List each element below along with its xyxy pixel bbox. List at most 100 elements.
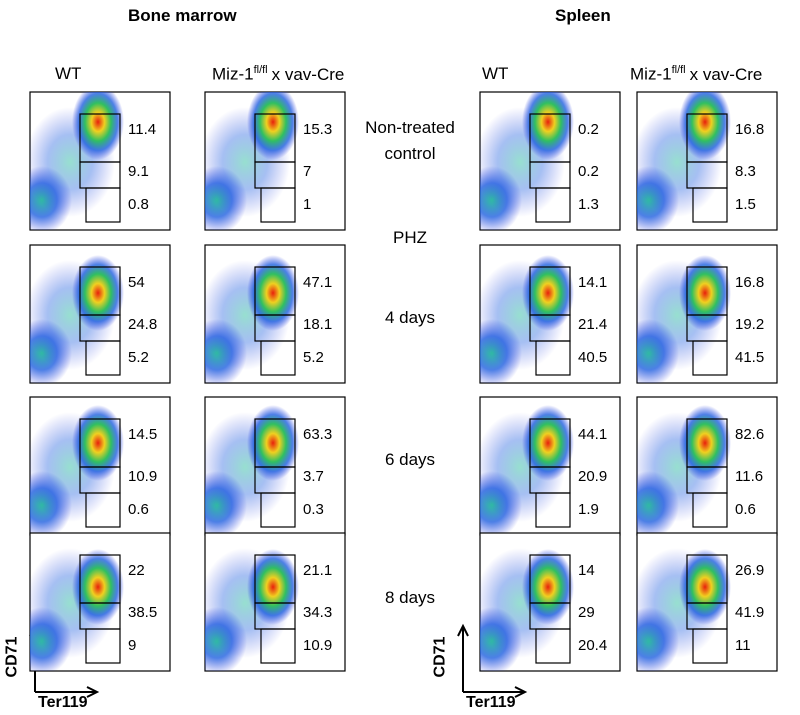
row-label: 8 days <box>384 588 436 607</box>
density-blob <box>522 405 574 481</box>
gate-percentage: 1.9 <box>578 501 599 518</box>
gate-percentage: 15.3 <box>303 121 332 138</box>
flow-panel: 22 38.5 9 <box>29 532 171 672</box>
gate-percentage: 21.4 <box>578 316 607 333</box>
gate-percentage: 8.3 <box>735 163 756 180</box>
gate-percentage: 63.3 <box>303 426 332 443</box>
gate-percentage: 22 <box>128 562 145 579</box>
group-label: PHZ <box>393 228 427 247</box>
y-axis-label: CD71 <box>3 636 21 678</box>
section-title: Bone marrow <box>128 6 237 25</box>
flow-panel: 14.1 21.4 40.5 <box>479 244 621 384</box>
gate-percentage: 24.8 <box>128 316 157 333</box>
flow-panel: 54 24.8 5.2 <box>29 244 171 384</box>
gate-percentage: 82.6 <box>735 426 764 443</box>
density-blob <box>247 255 299 331</box>
gate <box>535 628 571 664</box>
gate-percentage: 11 <box>735 637 751 654</box>
gate-percentage: 5.2 <box>128 349 149 366</box>
density <box>637 92 731 230</box>
gate-percentage: 10.9 <box>128 468 157 485</box>
gate <box>85 492 121 528</box>
density <box>637 405 731 535</box>
header-suffix: x vav-Cre <box>689 64 763 84</box>
density <box>205 255 299 383</box>
column-header: WT <box>55 64 82 83</box>
flow-panel: 0.2 0.2 1.3 <box>479 91 621 231</box>
row-label: Non-treated control <box>365 118 455 163</box>
density <box>637 255 731 383</box>
gate-percentage: 41.5 <box>735 349 764 366</box>
gate <box>85 187 121 223</box>
gate <box>692 492 728 528</box>
density-blob <box>72 549 124 625</box>
gate-percentage: 26.9 <box>735 562 764 579</box>
flow-panel: 11.4 9.1 0.8 <box>29 91 171 231</box>
gate-percentage: 14.5 <box>128 426 157 443</box>
gate-percentage: 21.1 <box>303 562 332 579</box>
flow-panel: 14 29 20.4 <box>479 532 621 672</box>
flow-panel: 63.3 3.7 0.3 <box>204 396 346 536</box>
gate-percentage: 47.1 <box>303 274 332 291</box>
gate <box>85 340 121 376</box>
column-header: WT <box>482 64 509 83</box>
column-header: Miz-1fl/fl x vav-Cre <box>630 64 762 85</box>
gate-percentage: 16.8 <box>735 274 764 291</box>
gate-percentage: 14.1 <box>578 274 607 291</box>
x-axis-label: Ter119 <box>466 694 516 711</box>
gate <box>535 492 571 528</box>
gate-percentage: 18.1 <box>303 316 332 333</box>
flow-panel: 15.3 7 1 <box>204 91 346 231</box>
gate-percentage: 1.5 <box>735 196 756 213</box>
density-blob <box>679 405 731 481</box>
density <box>30 405 124 535</box>
density-blob <box>72 405 124 481</box>
x-axis-label: Ter119 <box>38 694 88 711</box>
flow-panel: 26.9 41.9 11 <box>636 532 778 672</box>
density <box>205 405 299 535</box>
density-blob <box>522 255 574 331</box>
header-text: Miz-1 <box>630 64 672 84</box>
density-blob <box>522 92 574 160</box>
gate <box>260 628 296 664</box>
gate-percentage: 9 <box>128 637 136 654</box>
density <box>30 548 124 671</box>
gate-percentage: 20.4 <box>578 637 607 654</box>
flow-panel: 21.1 34.3 10.9 <box>204 532 346 672</box>
gate-percentage: 5.2 <box>303 349 324 366</box>
gate-percentage: 41.9 <box>735 604 764 621</box>
gate-percentage: 0.6 <box>128 501 149 518</box>
flow-panel: 47.1 18.1 5.2 <box>204 244 346 384</box>
density-blob <box>247 549 299 625</box>
density-blob <box>679 255 731 331</box>
gate-percentage: 44.1 <box>578 426 607 443</box>
gate-percentage: 7 <box>303 163 311 180</box>
gate-percentage: 29 <box>578 604 595 621</box>
gate-percentage: 54 <box>128 274 145 291</box>
gate-percentage: 0.2 <box>578 121 599 138</box>
gate-percentage: 19.2 <box>735 316 764 333</box>
row-label: 6 days <box>384 450 436 469</box>
gate-percentage: 9.1 <box>128 163 149 180</box>
gate <box>260 340 296 376</box>
section-title: Spleen <box>555 6 611 25</box>
gate-percentage: 10.9 <box>303 637 332 654</box>
flow-panel: 16.8 19.2 41.5 <box>636 244 778 384</box>
flow-panel: 82.6 11.6 0.6 <box>636 396 778 536</box>
gate-percentage: 38.5 <box>128 604 157 621</box>
density <box>637 548 731 671</box>
gate-percentage: 11.6 <box>735 468 763 485</box>
flow-panel: 44.1 20.9 1.9 <box>479 396 621 536</box>
density-blob <box>72 92 124 160</box>
gate-percentage: 1.3 <box>578 196 599 213</box>
gate-percentage: 40.5 <box>578 349 607 366</box>
density <box>480 405 574 535</box>
gate <box>260 492 296 528</box>
density <box>480 92 574 230</box>
gate-percentage: 14 <box>578 562 595 579</box>
density-blob <box>522 549 574 625</box>
density-blob <box>679 549 731 625</box>
y-axis-label: CD71 <box>431 636 449 678</box>
